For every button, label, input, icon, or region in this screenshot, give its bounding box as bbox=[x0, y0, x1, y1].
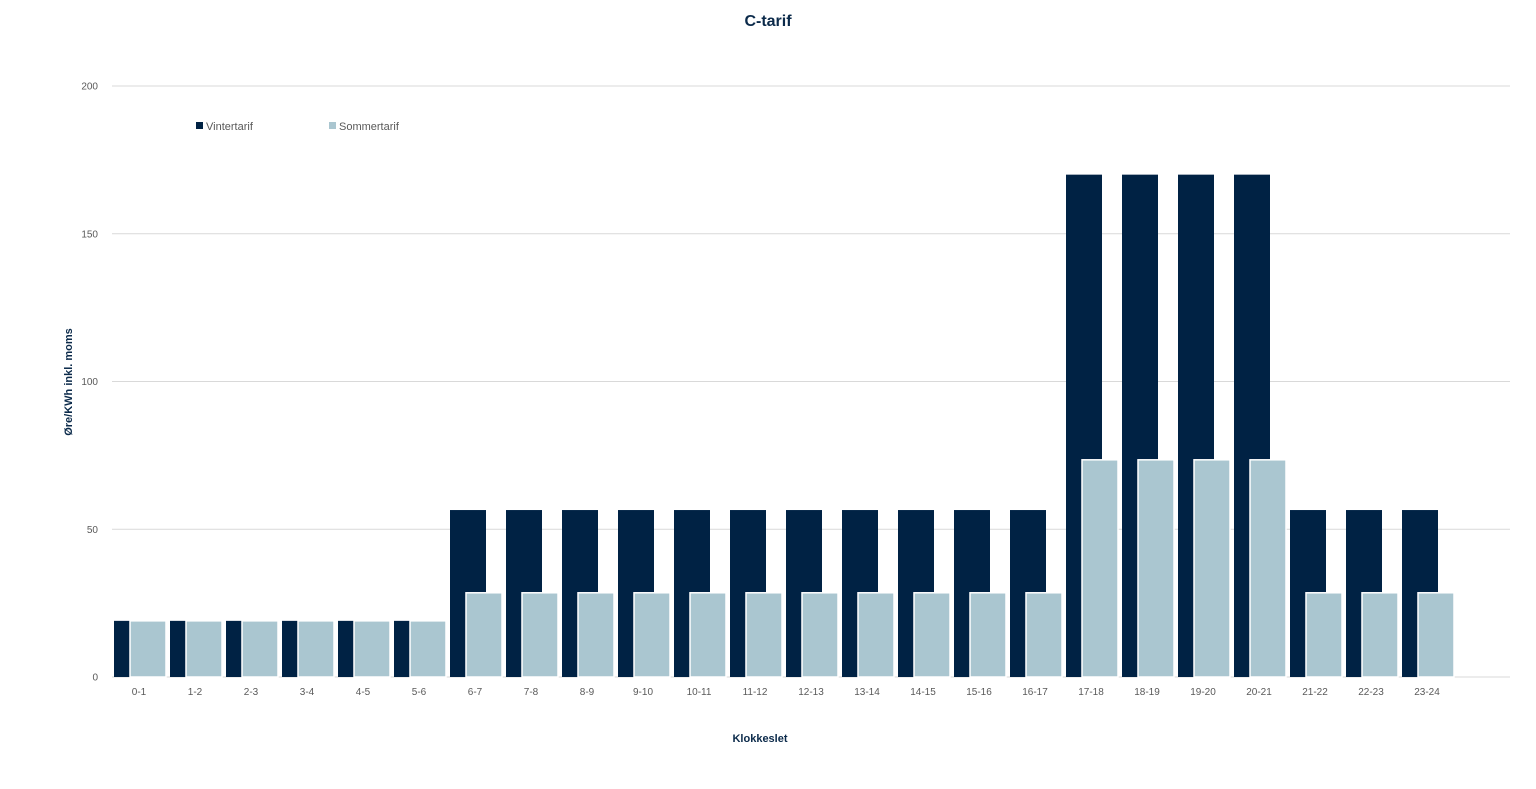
x-tick-label: 15-16 bbox=[966, 687, 992, 698]
bar-sommertarif-15-16 bbox=[969, 592, 1007, 678]
bar-sommertarif-21-22 bbox=[1305, 592, 1343, 678]
x-tick-label: 13-14 bbox=[854, 687, 880, 698]
y-tick-label: 150 bbox=[81, 229, 98, 240]
x-tick-label: 3-4 bbox=[300, 687, 315, 698]
y-axis-title: Øre/KWh inkl. moms bbox=[63, 328, 75, 436]
bar-sommertarif-19-20 bbox=[1193, 459, 1231, 678]
bar-sommertarif-22-23 bbox=[1361, 592, 1399, 678]
x-tick-label: 18-19 bbox=[1134, 687, 1160, 698]
legend-swatch-sommertarif bbox=[329, 122, 336, 129]
bar-sommertarif-0-1 bbox=[129, 620, 167, 678]
x-tick-label: 11-12 bbox=[743, 687, 768, 698]
bar-sommertarif-18-19 bbox=[1137, 459, 1175, 678]
x-tick-label: 0-1 bbox=[132, 687, 147, 698]
bar-sommertarif-2-3 bbox=[241, 620, 279, 678]
bar-sommertarif-23-24 bbox=[1417, 592, 1455, 678]
legend-swatch-vintertarif bbox=[196, 122, 203, 129]
bars bbox=[114, 174, 1455, 678]
y-tick-label: 0 bbox=[92, 673, 98, 684]
x-tick-label: 14-15 bbox=[910, 687, 936, 698]
bar-sommertarif-12-13 bbox=[801, 592, 839, 678]
legend-label-vintertarif: Vintertarif bbox=[206, 121, 254, 133]
x-tick-label: 22-23 bbox=[1358, 687, 1384, 698]
y-tick-label: 200 bbox=[81, 82, 98, 93]
bar-sommertarif-10-11 bbox=[689, 592, 727, 678]
chart-title: C-tarif bbox=[744, 13, 792, 30]
bar-sommertarif-16-17 bbox=[1025, 592, 1063, 678]
y-tick-label: 50 bbox=[87, 525, 99, 536]
x-tick-label: 23-24 bbox=[1414, 687, 1440, 698]
legend: Vintertarif Sommertarif bbox=[196, 121, 400, 133]
x-tick-label: 6-7 bbox=[468, 687, 483, 698]
bar-sommertarif-9-10 bbox=[633, 592, 671, 678]
x-tick-label: 19-20 bbox=[1190, 687, 1216, 698]
x-axis-title: Klokkeslet bbox=[732, 733, 787, 745]
bar-sommertarif-14-15 bbox=[913, 592, 951, 678]
x-tick-label: 16-17 bbox=[1022, 687, 1048, 698]
bar-sommertarif-17-18 bbox=[1081, 459, 1119, 678]
x-tick-label: 2-3 bbox=[244, 687, 259, 698]
x-tick-label: 21-22 bbox=[1302, 687, 1328, 698]
x-tick-label: 5-6 bbox=[412, 687, 427, 698]
bar-sommertarif-13-14 bbox=[857, 592, 895, 678]
bar-sommertarif-5-6 bbox=[409, 620, 447, 678]
x-tick-label: 7-8 bbox=[524, 687, 539, 698]
x-tick-label: 12-13 bbox=[798, 687, 824, 698]
x-tick-label: 10-11 bbox=[687, 687, 712, 698]
bar-sommertarif-1-2 bbox=[185, 620, 223, 678]
x-axis-ticks: 0-1 1-2 2-3 3-4 4-5 5-6 6-7 7-8 8-9 9-10 10-11 11-1… bbox=[132, 687, 1440, 698]
y-tick-label: 100 bbox=[81, 377, 98, 388]
x-tick-label: 20-21 bbox=[1246, 687, 1272, 698]
bar-sommertarif-8-9 bbox=[577, 592, 615, 678]
x-tick-label: 8-9 bbox=[580, 687, 595, 698]
bar-sommertarif-3-4 bbox=[297, 620, 335, 678]
x-tick-label: 4-5 bbox=[356, 687, 371, 698]
bar-sommertarif-11-12 bbox=[745, 592, 783, 678]
x-tick-label: 9-10 bbox=[633, 687, 653, 698]
x-tick-label: 17-18 bbox=[1078, 687, 1104, 698]
legend-label-sommertarif: Sommertarif bbox=[339, 121, 400, 133]
y-axis-ticks: 0 50 100 150 200 bbox=[81, 82, 98, 684]
bar-sommertarif-20-21 bbox=[1249, 459, 1287, 678]
bar-sommertarif-4-5 bbox=[353, 620, 391, 678]
x-tick-label: 1-2 bbox=[188, 687, 203, 698]
bar-sommertarif-7-8 bbox=[521, 592, 559, 678]
bar-sommertarif-6-7 bbox=[465, 592, 503, 678]
